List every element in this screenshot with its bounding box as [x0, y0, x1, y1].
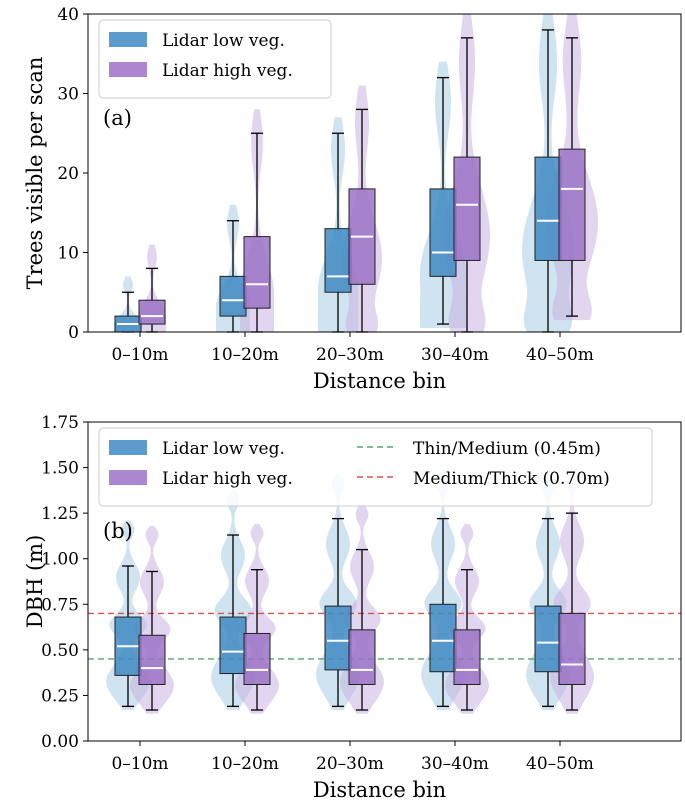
x-tick-label-2: 20–30m — [316, 754, 384, 774]
legend-label-1: Lidar high veg. — [162, 61, 293, 81]
legend-swatch-0 — [109, 440, 147, 455]
x-tick-label-3: 30–40m — [421, 754, 489, 774]
box-high-1 — [243, 632, 271, 685]
y-axis-label: Trees visible per scan — [23, 57, 47, 290]
y-tick-label-3: 0.75 — [41, 595, 79, 615]
legend-ref-label-1: Medium/Thick (0.70m) — [413, 469, 610, 489]
box-low-2 — [324, 605, 352, 671]
legend-label-0: Lidar low veg. — [162, 439, 285, 459]
box-high-4 — [558, 148, 586, 261]
panel-label: (b) — [103, 519, 133, 543]
x-tick-label-1: 10–20m — [211, 345, 279, 365]
legend-ref-label-0: Thin/Medium (0.45m) — [413, 439, 601, 459]
box-low-3 — [429, 603, 457, 673]
y-tick-label-0: 0.00 — [41, 732, 79, 752]
box-high-3 — [453, 629, 481, 685]
axes-frame — [87, 421, 682, 742]
legend-swatch-1 — [109, 62, 147, 77]
legend-label-0: Lidar low veg. — [162, 31, 285, 51]
panel-label: (a) — [103, 106, 132, 130]
box-high-0 — [138, 634, 166, 685]
x-tick-label-0: 0–10m — [111, 754, 168, 774]
box-high-4 — [558, 612, 586, 685]
box-low-2 — [324, 228, 352, 293]
legend-swatch-1 — [109, 470, 147, 485]
x-axis-label: Distance bin — [313, 369, 446, 393]
y-axis-label: DBH (m) — [23, 535, 47, 629]
legend-label-1: Lidar high veg. — [162, 469, 293, 489]
x-tick-label-4: 40–50m — [526, 754, 594, 774]
y-tick-label-5: 1.25 — [41, 504, 79, 524]
x-tick-label-1: 10–20m — [211, 754, 279, 774]
box-low-1 — [219, 616, 247, 675]
box-low-3 — [429, 188, 457, 277]
box-low-1 — [219, 275, 247, 317]
y-tick-label-4: 1.00 — [41, 550, 79, 570]
box-high-1 — [243, 236, 271, 309]
legend-swatch-0 — [109, 32, 147, 47]
y-tick-label-1: 10 — [57, 244, 79, 264]
box-high-0 — [138, 299, 166, 325]
x-axis-label: Distance bin — [313, 778, 446, 802]
y-tick-label-1: 0.25 — [41, 686, 79, 706]
legend-box — [98, 427, 653, 507]
y-tick-label-0: 0 — [68, 323, 79, 343]
x-tick-label-4: 40–50m — [526, 345, 594, 365]
x-tick-label-3: 30–40m — [421, 345, 489, 365]
chart-panel-b: 0.00 0.25 0.50 0.75 1.00 1.25 1.50 1.75 0–10m 10–… — [23, 413, 682, 802]
y-tick-label-2: 0.50 — [41, 641, 79, 661]
chart-panel-a: 0 10 20 30 40 0–10m 10–20m 20–30m 30–40m 40–50m Di… — [23, 5, 682, 393]
box-low-4 — [534, 605, 562, 673]
y-tick-label-3: 30 — [57, 85, 79, 105]
box-low-4 — [534, 156, 562, 261]
y-tick-label-7: 1.75 — [41, 413, 79, 433]
box-high-3 — [453, 156, 481, 261]
legend-box — [98, 19, 332, 99]
box-high-2 — [348, 629, 376, 685]
x-tick-label-2: 20–30m — [316, 345, 384, 365]
x-tick-label-0: 0–10m — [111, 345, 168, 365]
y-tick-label-2: 20 — [57, 164, 79, 184]
y-tick-label-4: 40 — [57, 5, 79, 25]
y-tick-label-6: 1.50 — [41, 459, 79, 479]
